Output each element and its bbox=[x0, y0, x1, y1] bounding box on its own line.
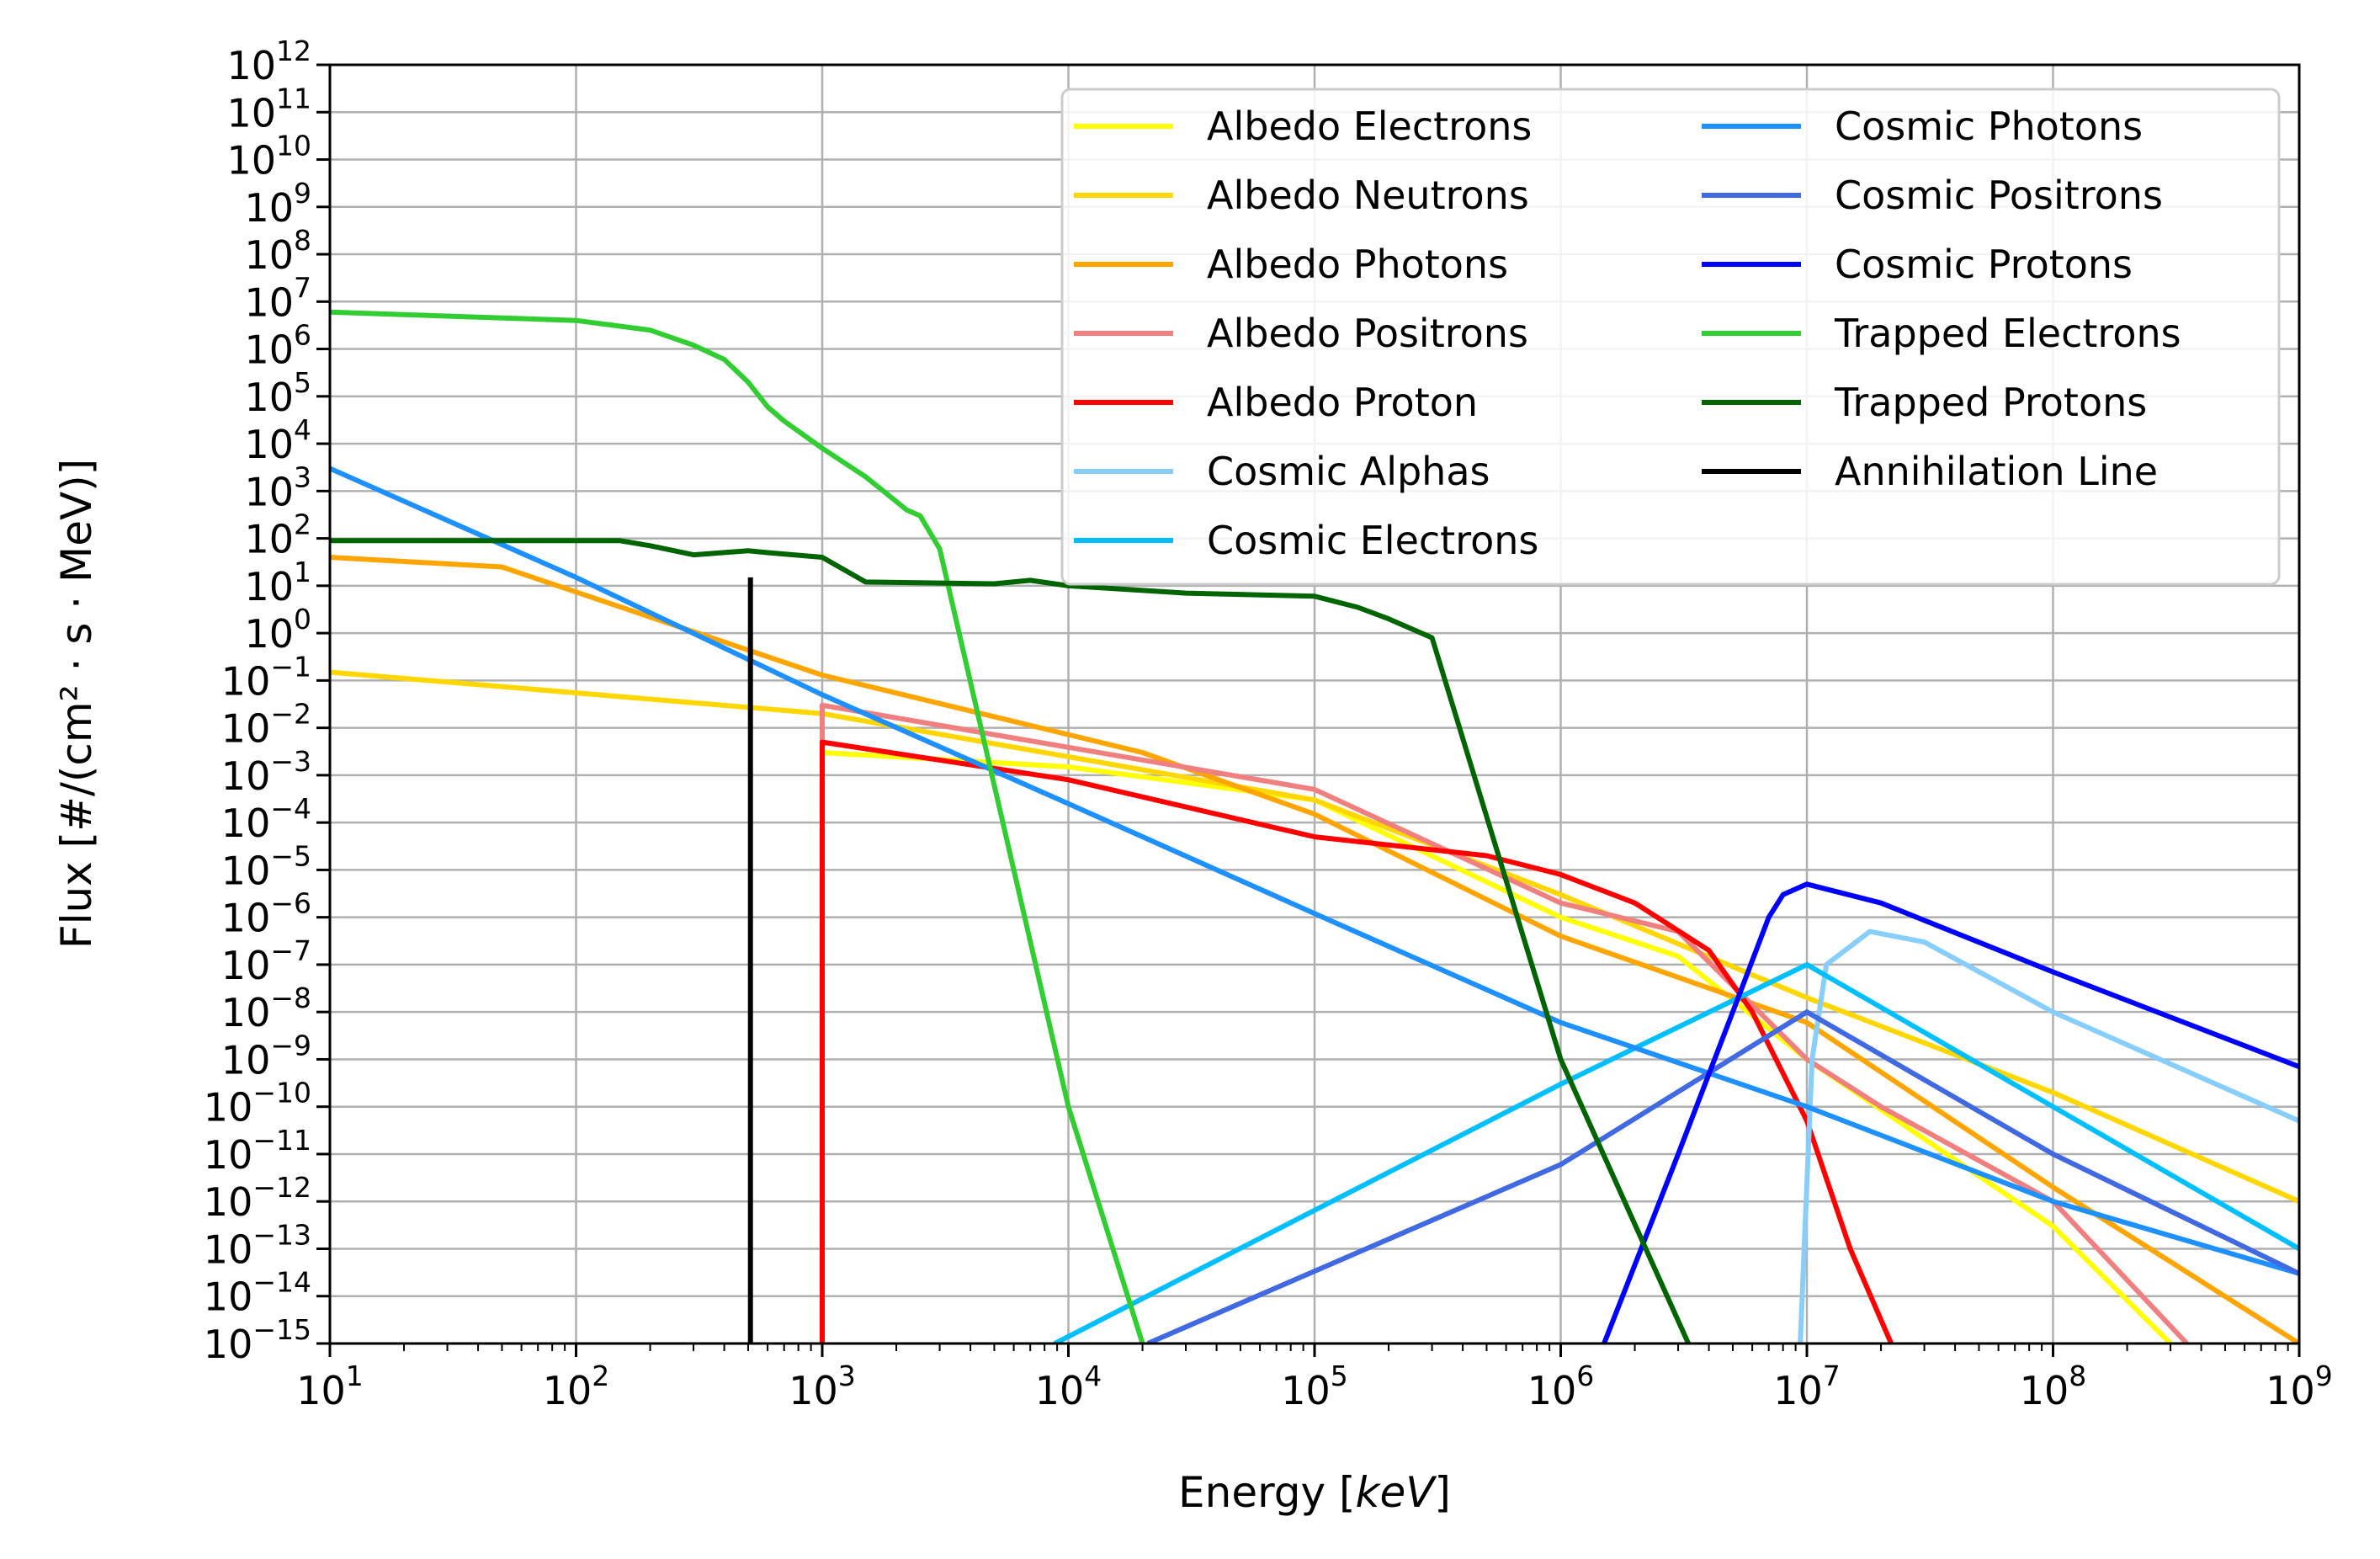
y-tick-label: 106 bbox=[244, 319, 311, 373]
legend-label: Albedo Electrons bbox=[1207, 104, 1532, 149]
legend-label: Cosmic Positrons bbox=[1835, 173, 2163, 218]
y-tick-label: 1010 bbox=[226, 130, 311, 184]
legend-label: Cosmic Electrons bbox=[1207, 518, 1538, 563]
x-axis-title: Energy [keV] bbox=[1178, 1468, 1451, 1517]
x-tick-label: 106 bbox=[1527, 1359, 1595, 1413]
x-tick-label: 102 bbox=[543, 1359, 610, 1413]
series-line-cosmic-positrons bbox=[1146, 1009, 2299, 1344]
y-tick-label: 104 bbox=[244, 413, 311, 467]
legend-label: Albedo Positrons bbox=[1207, 311, 1528, 356]
legend-label: Albedo Photons bbox=[1207, 242, 1508, 287]
y-axis-ticks: 10−1510−1410−1310−1210−1110−1010−910−810… bbox=[204, 35, 330, 1367]
y-tick-label: 10−6 bbox=[221, 887, 311, 941]
y-tick-label: 10−2 bbox=[221, 698, 311, 752]
x-tick-label: 104 bbox=[1035, 1359, 1102, 1413]
y-tick-label: 109 bbox=[244, 177, 311, 231]
y-tick-label: 1012 bbox=[226, 35, 311, 88]
legend-label: Cosmic Photons bbox=[1835, 104, 2143, 149]
legend-label: Cosmic Protons bbox=[1835, 242, 2133, 287]
series-lines bbox=[330, 309, 2299, 1344]
series-line-albedo-electrons bbox=[821, 750, 2173, 1344]
legend-label: Albedo Neutrons bbox=[1207, 173, 1529, 218]
y-tick-label: 10−11 bbox=[204, 1124, 311, 1178]
y-tick-label: 103 bbox=[244, 460, 311, 514]
y-tick-label: 10−10 bbox=[204, 1077, 311, 1131]
series-line-cosmic-protons bbox=[1602, 881, 2299, 1344]
legend-label: Trapped Electrons bbox=[1834, 311, 2181, 356]
y-tick-label: 10−5 bbox=[221, 839, 311, 893]
x-tick-label: 105 bbox=[1281, 1359, 1348, 1413]
y-axis-title: Flux [#/(cm² · s · MeV)] bbox=[52, 459, 101, 949]
y-tick-label: 10−9 bbox=[221, 1029, 311, 1083]
legend-label: Annihilation Line bbox=[1835, 449, 2158, 494]
y-tick-label: 105 bbox=[244, 366, 311, 420]
legend-label: Albedo Proton bbox=[1207, 380, 1478, 425]
x-tick-label: 107 bbox=[1773, 1359, 1841, 1413]
y-tick-label: 10−3 bbox=[221, 745, 311, 799]
legend-label: Trapped Protons bbox=[1834, 380, 2147, 425]
x-axis-ticks: 101 102 103 104 105 106 107 108 109 bbox=[296, 1344, 2333, 1413]
y-tick-label: 10−1 bbox=[221, 650, 311, 704]
x-tick-label: 101 bbox=[296, 1359, 364, 1413]
y-tick-label: 10−14 bbox=[204, 1266, 311, 1320]
series-line-trapped-protons bbox=[330, 538, 1691, 1344]
y-tick-label: 10−13 bbox=[204, 1218, 311, 1272]
y-tick-label: 100 bbox=[244, 603, 311, 657]
series-line-cosmic-alphas bbox=[1798, 928, 2299, 1344]
x-tick-label: 109 bbox=[2266, 1359, 2333, 1413]
y-tick-label: 108 bbox=[244, 224, 311, 278]
x-tick-label: 103 bbox=[789, 1359, 856, 1413]
y-tick-label: 107 bbox=[244, 271, 311, 325]
series-line-cosmic-electrons bbox=[1053, 961, 2299, 1344]
legend: Albedo Electrons Albedo Neutrons Albedo Ph… bbox=[1060, 88, 2281, 586]
series-line-trapped-electrons bbox=[330, 309, 1145, 1344]
y-tick-label: 10−7 bbox=[221, 934, 311, 988]
series-line-cosmic-photons bbox=[330, 466, 2299, 1276]
y-tick-label: 1011 bbox=[226, 82, 311, 136]
series-line-albedo-photons bbox=[330, 555, 2299, 1344]
legend-label: Cosmic Alphas bbox=[1207, 449, 1490, 494]
y-tick-label: 10−8 bbox=[221, 982, 311, 1035]
y-tick-label: 101 bbox=[244, 556, 311, 609]
y-tick-label: 102 bbox=[244, 508, 311, 562]
legend-box bbox=[1060, 88, 2281, 586]
y-tick-label: 10−4 bbox=[221, 792, 311, 846]
y-tick-label: 10−15 bbox=[204, 1313, 311, 1367]
x-tick-label: 108 bbox=[2020, 1359, 2087, 1413]
series-line-albedo-proton bbox=[820, 739, 1894, 1344]
y-tick-label: 10−12 bbox=[204, 1171, 311, 1225]
